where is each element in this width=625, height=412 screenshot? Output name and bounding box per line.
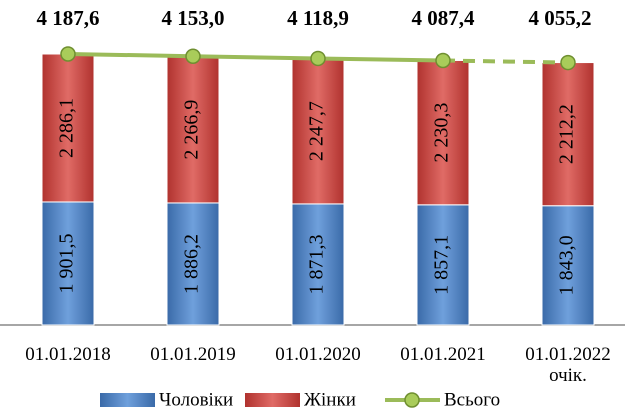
legend-label: Всього bbox=[444, 389, 500, 410]
total-value-label: 4 153,0 bbox=[162, 6, 225, 30]
legend-swatch bbox=[245, 393, 300, 407]
bar-segment bbox=[291, 57, 345, 205]
total-value-label: 4 187,6 bbox=[37, 6, 100, 30]
bar-segment bbox=[541, 62, 595, 207]
bar-value-label: 2 247,7 bbox=[306, 101, 328, 161]
bar-value-label: 1 901,5 bbox=[56, 233, 78, 293]
x-tick-label: 01.01.2019 bbox=[150, 344, 236, 365]
bar-value-label: 1 886,2 bbox=[181, 234, 203, 294]
legend-swatch bbox=[100, 393, 155, 407]
total-marker bbox=[560, 54, 576, 71]
bar-value-label: 2 212,2 bbox=[556, 104, 578, 164]
bar-segment bbox=[541, 205, 595, 326]
legend-label: Жінки bbox=[304, 389, 356, 410]
bar-value-label: 2 286,1 bbox=[56, 98, 78, 158]
bar-value-label: 2 230,3 bbox=[431, 103, 453, 163]
total-marker bbox=[185, 48, 201, 64]
total-value-label: 4 118,9 bbox=[287, 6, 349, 30]
x-tick-label: 01.01.2021 bbox=[400, 344, 486, 365]
bar-segment bbox=[41, 53, 95, 203]
total-line bbox=[67, 52, 444, 63]
total-marker bbox=[310, 50, 326, 67]
bar-segment bbox=[166, 202, 220, 326]
bar-value-label: 1 857,1 bbox=[431, 235, 453, 295]
bar-segment bbox=[41, 201, 95, 326]
bar-value-label: 2 266,9 bbox=[181, 100, 203, 160]
x-tick-label: 01.01.2022 очік. bbox=[525, 344, 611, 386]
legend-marker bbox=[404, 392, 420, 408]
bar-value-label: 1 843,0 bbox=[556, 235, 578, 295]
legend-label: Чоловіки bbox=[159, 389, 233, 410]
total-value-label: 4 087,4 bbox=[412, 6, 476, 30]
total-marker bbox=[60, 46, 76, 62]
total-line bbox=[442, 58, 569, 65]
total-value-label: 4 055,2 bbox=[529, 6, 592, 30]
x-tick-label: 01.01.2018 bbox=[25, 344, 111, 365]
total-marker bbox=[435, 52, 451, 69]
x-tick-label: 01.01.2020 bbox=[275, 344, 361, 365]
bar-value-label: 1 871,3 bbox=[306, 234, 328, 294]
